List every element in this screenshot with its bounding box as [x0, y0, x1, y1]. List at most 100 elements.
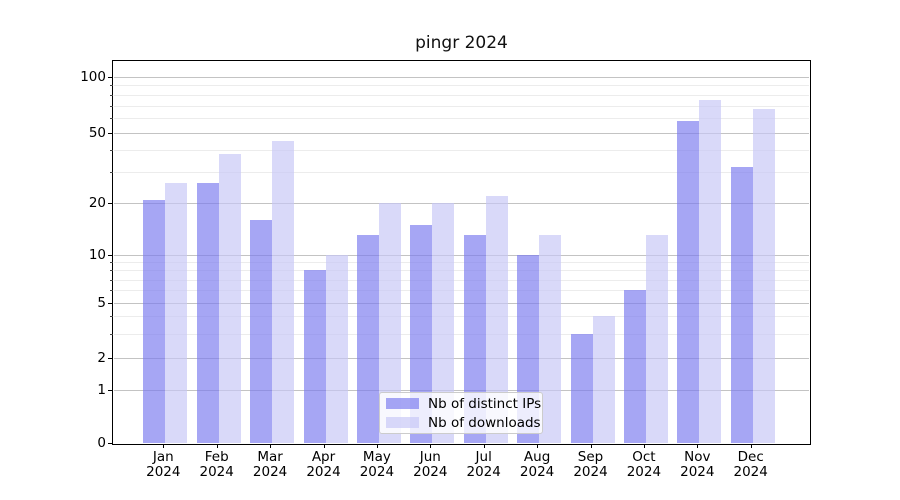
bar-distinct-ips-sep	[570, 333, 593, 443]
gridline-minor-7	[114, 279, 809, 281]
y-axis-minor-tick-9	[110, 262, 113, 264]
chart-title: pingr 2024	[415, 33, 508, 53]
x-axis-tick-jan	[163, 444, 165, 448]
y-axis-minor-tick-60	[110, 118, 113, 120]
gridline-major-5	[114, 303, 809, 304]
y-axis-minor-tick-40	[110, 149, 113, 151]
y-axis-minor-tick-6	[110, 290, 113, 292]
bar-downloads-apr	[325, 254, 348, 443]
legend-label-distinct-ips: Nb of distinct IPs	[428, 395, 542, 412]
x-tick-label-nov: Nov 2024	[680, 449, 715, 480]
gridline-minor-4	[114, 316, 809, 318]
gridline-major-2	[114, 358, 809, 359]
x-tick-label-apr: Apr 2024	[306, 449, 341, 480]
gridline-major-100	[114, 77, 809, 78]
bar-downloads-sep	[592, 316, 615, 443]
bar-distinct-ips-oct	[623, 290, 646, 443]
bar-distinct-ips-feb	[196, 183, 219, 443]
bar-downloads-dec	[752, 109, 775, 443]
x-axis-tick-sep	[590, 444, 592, 448]
x-tick-label-feb: Feb 2024	[199, 449, 234, 480]
y-tick-label-50: 50	[88, 124, 106, 141]
gridline-minor-90	[114, 85, 809, 87]
gridline-major-1	[114, 390, 809, 391]
y-tick-label-5: 5	[97, 295, 106, 311]
bar-downloads-jul	[485, 195, 508, 443]
y-axis-minor-tick-80	[110, 94, 113, 96]
bar-downloads-oct	[645, 235, 668, 443]
legend: Nb of distinct IPs Nb of downloads	[379, 392, 543, 434]
legend-item-downloads: Nb of downloads	[386, 415, 541, 431]
gridline-minor-30	[114, 172, 809, 174]
y-tick-label-10: 10	[88, 246, 106, 263]
x-tick-label-may: May 2024	[359, 449, 395, 480]
x-tick-label-aug: Aug 2024	[519, 449, 555, 480]
bar-distinct-ips-mar	[250, 219, 273, 443]
x-axis-tick-feb	[216, 444, 218, 448]
x-axis-tick-nov	[697, 444, 699, 448]
x-tick-label-sep: Sep 2024	[573, 449, 608, 480]
y-axis-minor-tick-3	[110, 333, 113, 335]
y-axis-minor-tick-90	[110, 85, 113, 87]
bar-distinct-ips-jul	[463, 235, 486, 443]
bar-distinct-ips-jun	[410, 224, 433, 443]
y-axis-tick-20	[108, 203, 113, 205]
legend-swatch-distinct-ips-icon	[386, 398, 419, 409]
y-tick-label-1: 1	[97, 382, 106, 398]
y-axis-minor-tick-30	[110, 172, 113, 174]
y-tick-label-2: 2	[97, 350, 106, 366]
y-axis-tick-5	[108, 303, 113, 305]
bar-distinct-ips-jan	[143, 199, 166, 443]
x-axis-tick-jun	[430, 444, 432, 448]
x-axis-tick-aug	[537, 444, 539, 448]
bar-downloads-mar	[272, 140, 295, 443]
y-tick-label-20: 20	[88, 195, 106, 212]
bar-distinct-ips-apr	[303, 270, 326, 443]
bar-distinct-ips-nov	[677, 120, 700, 443]
x-tick-label-jul: Jul 2024	[466, 449, 501, 480]
x-axis-tick-oct	[643, 444, 646, 448]
bar-downloads-feb	[218, 153, 241, 443]
gridline-minor-8	[114, 270, 809, 272]
legend-swatch-downloads-icon	[386, 417, 419, 428]
y-axis-minor-tick-4	[110, 316, 113, 318]
x-axis-tick-dec	[750, 444, 752, 448]
bar-downloads-jan	[165, 183, 188, 443]
gridline-major-10	[114, 254, 809, 256]
y-axis-minor-tick-7	[110, 279, 113, 281]
x-tick-label-mar: Mar 2024	[252, 449, 288, 480]
bar-downloads-nov	[699, 100, 722, 443]
x-axis-tick-jul	[483, 444, 485, 448]
x-axis-tick-mar	[270, 444, 272, 448]
y-axis-tick-100	[108, 77, 113, 79]
y-axis-minor-tick-70	[110, 105, 113, 107]
gridline-minor-9	[114, 262, 809, 264]
y-axis-tick-2	[108, 358, 113, 360]
gridline-minor-40	[114, 149, 809, 151]
y-axis-tick-50	[108, 132, 113, 134]
gridline-minor-80	[114, 94, 809, 96]
x-axis-tick-may	[376, 444, 379, 448]
y-axis-tick-1	[108, 390, 113, 392]
x-tick-label-jan: Jan 2024	[146, 449, 181, 480]
y-axis-tick-10	[108, 254, 113, 256]
x-axis-tick-apr	[323, 444, 325, 448]
y-tick-label-100: 100	[80, 69, 106, 85]
bar-distinct-ips-dec	[730, 167, 753, 443]
bar-distinct-ips-may	[356, 235, 379, 443]
bar-downloads-may	[378, 203, 401, 443]
x-tick-label-oct: Oct 2024	[626, 449, 662, 480]
y-tick-label-0: 0	[97, 435, 106, 451]
bar-downloads-aug	[539, 235, 562, 443]
gridline-minor-3	[114, 333, 809, 335]
y-axis-tick-0	[108, 443, 113, 445]
gridline-minor-70	[114, 105, 809, 107]
gridline-major-50	[114, 132, 809, 134]
gridline-major-20	[114, 203, 809, 205]
legend-item-distinct-ips: Nb of distinct IPs	[386, 396, 541, 412]
x-tick-label-jun: Jun 2024	[413, 449, 448, 480]
gridline-minor-60	[114, 118, 809, 120]
y-axis-minor-tick-8	[110, 270, 113, 272]
bar-downloads-jun	[432, 203, 455, 443]
